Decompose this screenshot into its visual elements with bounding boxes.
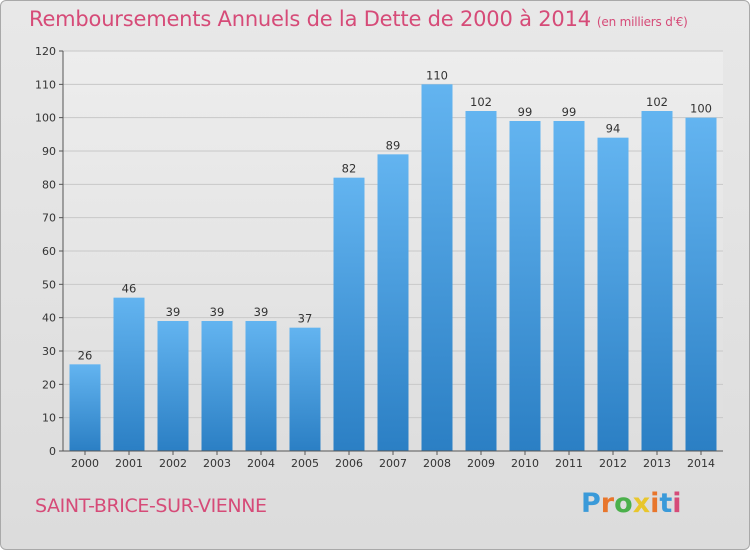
value-label-2013: 102: [646, 95, 668, 109]
bar-2013: [641, 111, 673, 451]
value-label-2007: 89: [386, 138, 401, 152]
bar-2008: [421, 84, 453, 451]
value-label-2006: 82: [342, 162, 357, 176]
value-label-2008: 110: [426, 68, 448, 82]
ytick-label-40: 40: [42, 312, 56, 325]
logo-letter: t: [659, 488, 673, 519]
logo-letter: r: [600, 488, 615, 519]
bar-2004: [245, 321, 277, 451]
town-name: SAINT-BRICE-SUR-VIENNE: [35, 495, 267, 517]
xtick-label-2008: 2008: [423, 457, 451, 470]
ytick-label-50: 50: [42, 278, 56, 291]
data-labels: 26 46 39 39 39 37 82 89 110 102 99 99 94 102 100: [78, 68, 712, 362]
logo-letter: i: [650, 488, 660, 519]
value-label-2003: 39: [210, 305, 225, 319]
chart-title: Remboursements Annuels de la Dette de 20…: [29, 7, 688, 31]
value-label-2001: 46: [122, 282, 137, 296]
ytick-label-90: 90: [42, 145, 56, 158]
bar-2006: [333, 177, 365, 451]
xtick-label-2012: 2012: [599, 457, 627, 470]
ytick-label-120: 120: [35, 45, 56, 58]
ytick-label-60: 60: [42, 245, 56, 258]
logo-letter: P: [581, 488, 601, 519]
xtick-label-2001: 2001: [115, 457, 143, 470]
ytick-label-30: 30: [42, 345, 56, 358]
bar-2010: [509, 121, 541, 451]
xtick-label-2013: 2013: [643, 457, 671, 470]
ytick-label-110: 110: [35, 78, 56, 91]
bar-2012: [597, 137, 629, 451]
ytick-label-0: 0: [49, 445, 56, 458]
logo-letter: o: [614, 488, 633, 519]
logo-letter: x: [632, 488, 651, 519]
value-label-2012: 94: [606, 122, 621, 136]
bar-2001: [113, 297, 145, 451]
xtick-label-2005: 2005: [291, 457, 319, 470]
xtick-label-2007: 2007: [379, 457, 407, 470]
bar-2005: [289, 327, 321, 451]
axes: 0 10 20 30 40 50 60 70 80 90 100 110 120 2000 2001 2002…: [35, 45, 723, 470]
xtick-label-2002: 2002: [159, 457, 187, 470]
bar-2007: [377, 154, 409, 452]
xtick-label-2000: 2000: [71, 457, 99, 470]
value-label-2010: 99: [518, 105, 533, 119]
bars: [69, 84, 717, 452]
logo-letter: i: [672, 488, 682, 519]
xtick-label-2004: 2004: [247, 457, 275, 470]
ytick-label-80: 80: [42, 178, 56, 191]
bar-2000: [69, 364, 101, 451]
xtick-label-2011: 2011: [555, 457, 583, 470]
value-label-2004: 39: [254, 305, 269, 319]
chart-subtitle: (en milliers d'€): [596, 15, 688, 29]
bar-2002: [157, 321, 189, 451]
value-label-2009: 102: [470, 95, 492, 109]
bar-2014: [685, 117, 717, 452]
value-label-2014: 100: [690, 102, 712, 116]
value-label-2002: 39: [166, 305, 181, 319]
bar-2011: [553, 121, 585, 451]
xtick-label-2014: 2014: [687, 457, 715, 470]
ytick-label-100: 100: [35, 112, 56, 125]
xtick-label-2009: 2009: [467, 457, 495, 470]
xtick-label-2010: 2010: [511, 457, 539, 470]
xtick-label-2003: 2003: [203, 457, 231, 470]
value-label-2011: 99: [562, 105, 577, 119]
proxiti-logo: Proxiti: [581, 488, 682, 519]
bar-2003: [201, 321, 233, 451]
value-label-2000: 26: [78, 348, 93, 362]
value-label-2005: 37: [298, 312, 313, 326]
ytick-label-20: 20: [42, 378, 56, 391]
xtick-label-2006: 2006: [335, 457, 363, 470]
chart-title-text: Remboursements Annuels de la Dette de 20…: [29, 7, 591, 31]
ytick-label-70: 70: [42, 212, 56, 225]
bar-2009: [465, 111, 497, 451]
ytick-label-10: 10: [42, 412, 56, 425]
